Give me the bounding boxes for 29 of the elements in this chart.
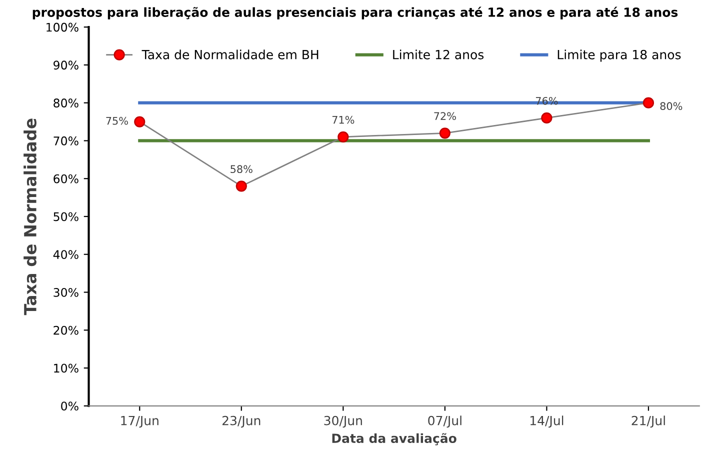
x-tick-label: 30/Jun: [324, 416, 362, 428]
x-tick-label: 23/Jun: [222, 416, 260, 428]
y-tick-label: 60%: [54, 174, 78, 184]
legend-label: Limite 12 anos: [393, 50, 484, 60]
y-tick-label: 100%: [46, 22, 78, 32]
x-tick-label: 21/Jul: [632, 416, 665, 428]
y-tick-label: 70%: [54, 136, 78, 146]
y-tick-label: 20%: [54, 326, 78, 335]
data-label: 75%: [106, 116, 128, 125]
chart-title: propostos para liberação de aulas presenciais para crianças até 12 anos e para até 18 anos: [32, 6, 678, 20]
y-tick-label: 0%: [61, 402, 78, 411]
x-axis-title: Data da avaliação: [332, 433, 456, 446]
y-tick-label: 50%: [54, 212, 78, 222]
legend-label: Taxa de Normalidade em BH: [142, 50, 318, 60]
y-axis-title: Taxa de Normalidade: [24, 118, 36, 316]
y-tick-label: 80%: [54, 98, 78, 108]
legend-label: Limite para 18 anos: [558, 50, 681, 62]
data-label: 58%: [230, 165, 252, 174]
data-label: 76%: [536, 96, 558, 105]
y-tick-label: 90%: [54, 60, 78, 70]
data-label: 80%: [660, 102, 682, 110]
y-tick-label: 10%: [54, 364, 78, 373]
y-tick-label: 30%: [54, 288, 78, 297]
data-label: 71%: [332, 116, 354, 124]
x-tick-label: 14/Jul: [530, 416, 564, 428]
data-label: 72%: [434, 112, 456, 120]
x-tick-label: 07/Jul: [428, 416, 462, 428]
y-tick-label: 40%: [53, 250, 78, 260]
x-tick-label: 17/Jun: [121, 416, 158, 428]
